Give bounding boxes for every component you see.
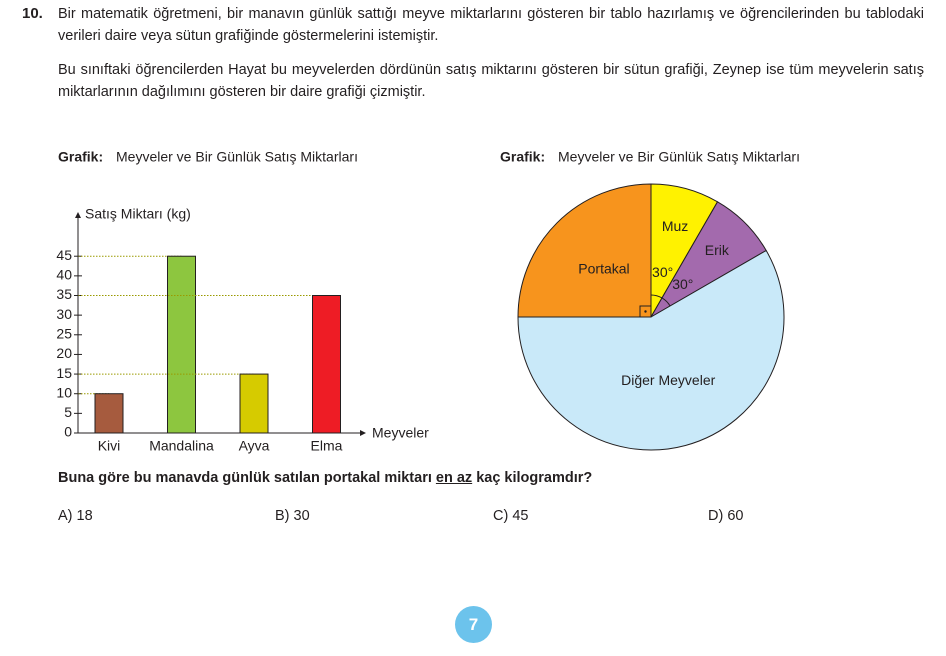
bar	[239, 373, 269, 434]
y-tick-label: 45	[56, 247, 72, 263]
x-axis-label: Meyveler	[372, 425, 429, 441]
y-tick-label: 35	[56, 286, 72, 302]
question-text: Buna göre bu manavda günlük satılan port…	[58, 470, 436, 486]
y-tick-label: 20	[56, 345, 72, 361]
paragraph: Bir matematik öğretmeni, bir manavın gün…	[58, 6, 924, 44]
x-tick-label: Elma	[311, 438, 343, 454]
y-tick-label: 30	[56, 306, 72, 322]
charts: Grafik: Meyveler ve Bir Günlük Satış Mik…	[56, 149, 800, 454]
chart-title: Meyveler ve Bir Günlük Satış Miktarları	[116, 149, 358, 165]
bar	[312, 295, 341, 434]
angle-label: 30°	[672, 276, 693, 292]
pie-slice	[517, 183, 652, 318]
paragraph: Bu sınıftaki öğrencilerden Hayat bu meyv…	[58, 62, 924, 100]
x-tick-label: Kivi	[98, 438, 121, 454]
chart-title: Meyveler ve Bir Günlük Satış Miktarları	[558, 149, 800, 165]
right-angle	[639, 305, 652, 318]
y-tick-label: 40	[56, 267, 72, 283]
x-tick-label: Ayva	[239, 438, 270, 454]
y-tick-label: 5	[64, 404, 72, 420]
question-emphasis: en az	[435, 470, 473, 486]
question: Buna göre bu manavda günlük satılan port…	[58, 470, 592, 486]
y-tick-label: 10	[56, 384, 72, 400]
bar	[94, 393, 124, 434]
x-tick-label: Mandalina	[149, 438, 214, 454]
question-text: kaç kilogramdır?	[472, 470, 593, 486]
slice-label: Portakal	[578, 261, 629, 277]
slice-label: Diğer Meyveler	[621, 372, 715, 388]
option[interactable]: C) 45	[493, 508, 529, 524]
y-tick-label: 25	[56, 325, 72, 341]
angle-label: 30°	[652, 264, 673, 280]
y-axis-label: Satış Miktarı (kg)	[85, 206, 191, 222]
chart-title-label: Grafik:	[58, 149, 103, 165]
option[interactable]: D) 60	[708, 508, 744, 524]
page-number: 7	[455, 606, 492, 643]
option[interactable]: A) 18	[58, 508, 93, 524]
right-angle-dot	[644, 310, 647, 313]
slice-label: Erik	[705, 242, 730, 258]
bar	[167, 255, 196, 434]
slice-label: Muz	[662, 218, 688, 234]
question-number: 10.	[22, 5, 43, 22]
chart-title-label: Grafik:	[500, 149, 545, 165]
option[interactable]: B) 30	[275, 508, 310, 524]
y-tick-label: 15	[56, 365, 72, 381]
pie-slice	[517, 249, 785, 451]
y-tick-label: 0	[64, 424, 72, 440]
